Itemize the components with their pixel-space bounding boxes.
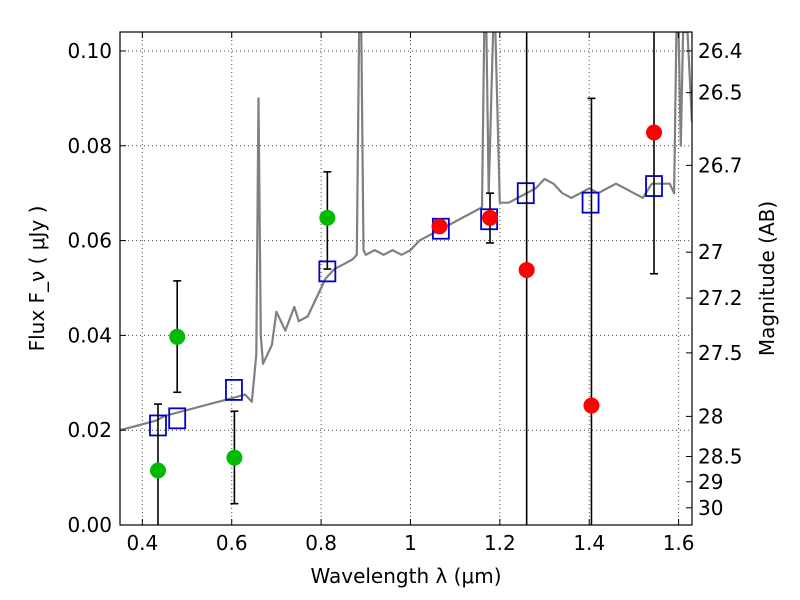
y-tick-label: 0.06 xyxy=(67,229,112,253)
y-axis-label: Flux F_ν ( μJy ) xyxy=(25,206,49,352)
data-point xyxy=(431,218,448,235)
right-tick-label: 29 xyxy=(698,470,723,494)
right-axis-label: Magnitude (AB) xyxy=(755,201,779,356)
x-tick-label: 0.8 xyxy=(305,531,337,555)
model-photometry-square xyxy=(516,182,535,205)
y-tick-label: 0.08 xyxy=(67,134,112,158)
model-photometry-square xyxy=(225,378,243,401)
x-tick-label: 0.4 xyxy=(126,531,158,555)
x-tick-label: 0.6 xyxy=(216,531,248,555)
data-point xyxy=(482,209,499,226)
right-tick-label: 26.5 xyxy=(698,81,743,105)
right-tick-label: 30 xyxy=(698,496,723,520)
y-tick-label: 0.02 xyxy=(67,418,112,442)
plot-frame xyxy=(119,31,693,526)
plot-layer xyxy=(120,32,692,525)
x-tick-label: 1.6 xyxy=(663,531,695,555)
data-point xyxy=(226,449,243,466)
x-tick-label: 1.4 xyxy=(573,531,605,555)
data-point xyxy=(583,397,600,414)
spectrum-line xyxy=(120,32,692,432)
right-tick-label: 26.4 xyxy=(698,39,743,63)
axes: 0.4 0.6 0.8 1 1.2 1.4 1.6 0.00 0.02 0.04 0.06 0.08 0… xyxy=(67,32,743,555)
right-tick-label: 27 xyxy=(698,240,723,264)
model-photometry-square xyxy=(168,407,187,430)
y-tick-label: 0.10 xyxy=(67,39,112,63)
right-tick-label: 28.5 xyxy=(698,444,743,468)
data-point xyxy=(149,462,166,479)
x-tick-label: 1.2 xyxy=(484,531,516,555)
data-point xyxy=(169,328,186,345)
y-tick-label: 0.00 xyxy=(67,513,112,537)
y-tick-label: 0.04 xyxy=(67,323,112,347)
right-tick-label: 26.7 xyxy=(698,153,743,177)
right-tick-label: 28 xyxy=(698,404,723,428)
x-tick-label: 1 xyxy=(404,531,417,555)
right-tick-label: 27.2 xyxy=(698,286,743,310)
x-axis-label: Wavelength λ (μm) xyxy=(310,564,501,588)
data-point xyxy=(646,124,663,141)
plot-area xyxy=(120,32,692,525)
right-tick-label: 27.5 xyxy=(698,341,743,365)
model-photometry-square xyxy=(581,191,600,214)
data-point xyxy=(518,261,535,278)
data-point xyxy=(319,209,336,226)
